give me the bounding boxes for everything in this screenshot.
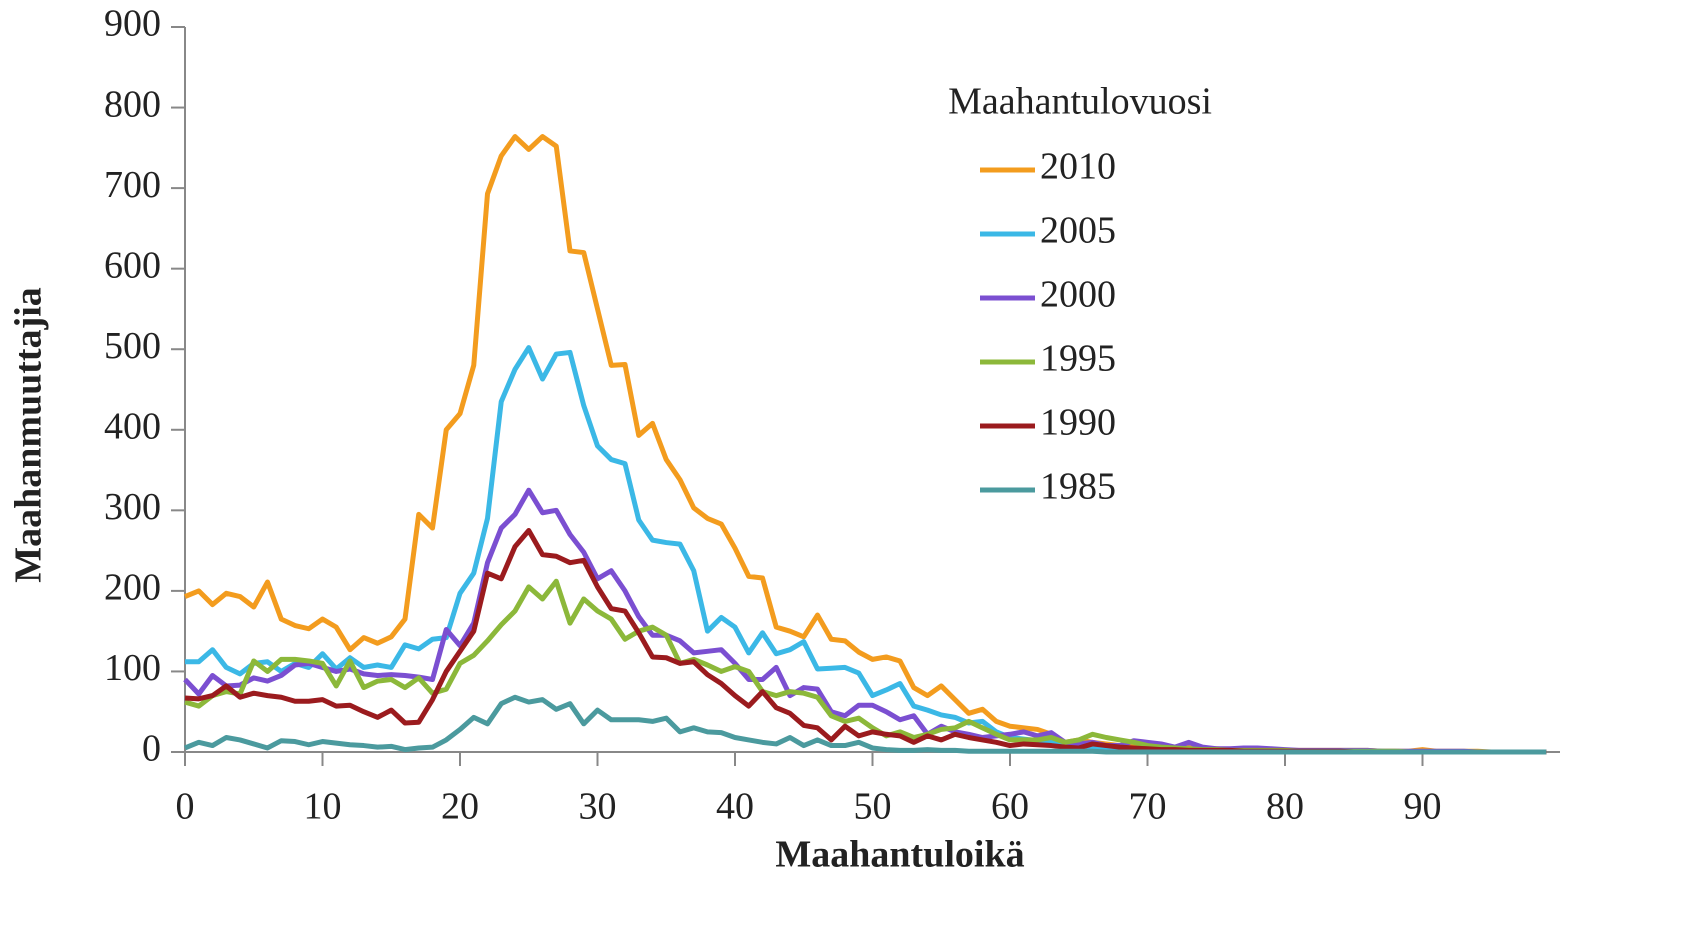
x-tick-label: 50 bbox=[854, 786, 892, 828]
x-tick-label: 70 bbox=[1129, 786, 1167, 828]
x-tick-label: 10 bbox=[304, 786, 342, 828]
y-tick-label: 100 bbox=[104, 647, 161, 689]
series-line bbox=[184, 527, 1547, 755]
y-tick-label: 200 bbox=[104, 567, 161, 609]
x-tick-label: 60 bbox=[991, 786, 1029, 828]
y-tick-label: 400 bbox=[104, 405, 161, 447]
y-tick-label: 700 bbox=[104, 164, 161, 206]
y-tick-label: 0 bbox=[142, 728, 161, 770]
series-line bbox=[184, 694, 1547, 755]
legend-title: Maahantulovuosi bbox=[948, 81, 1212, 123]
series-line bbox=[185, 345, 1547, 755]
legend-label: 1990 bbox=[1040, 402, 1116, 444]
x-tick-label: 20 bbox=[441, 786, 479, 828]
x-tick-label: 40 bbox=[716, 786, 754, 828]
legend-label: 2010 bbox=[1040, 146, 1116, 188]
x-tick-label: 0 bbox=[176, 786, 195, 828]
y-tick-label: 900 bbox=[104, 3, 161, 45]
y-tick-label: 500 bbox=[104, 325, 161, 367]
legend-label: 2000 bbox=[1040, 274, 1116, 316]
x-tick-label: 90 bbox=[1404, 786, 1442, 828]
x-axis-title: Maahantuloikä bbox=[775, 834, 1024, 876]
x-tick-label: 30 bbox=[579, 786, 617, 828]
legend-label: 2005 bbox=[1040, 210, 1116, 252]
y-tick-label: 800 bbox=[104, 83, 161, 125]
series-line bbox=[184, 134, 1547, 755]
legend-label: 1985 bbox=[1040, 466, 1116, 508]
y-axis-title: Maahanmuuttajia bbox=[8, 287, 50, 583]
y-tick-label: 600 bbox=[104, 244, 161, 286]
legend-label: 1995 bbox=[1040, 338, 1116, 380]
y-tick-label: 300 bbox=[104, 486, 161, 528]
x-tick-label: 80 bbox=[1266, 786, 1304, 828]
